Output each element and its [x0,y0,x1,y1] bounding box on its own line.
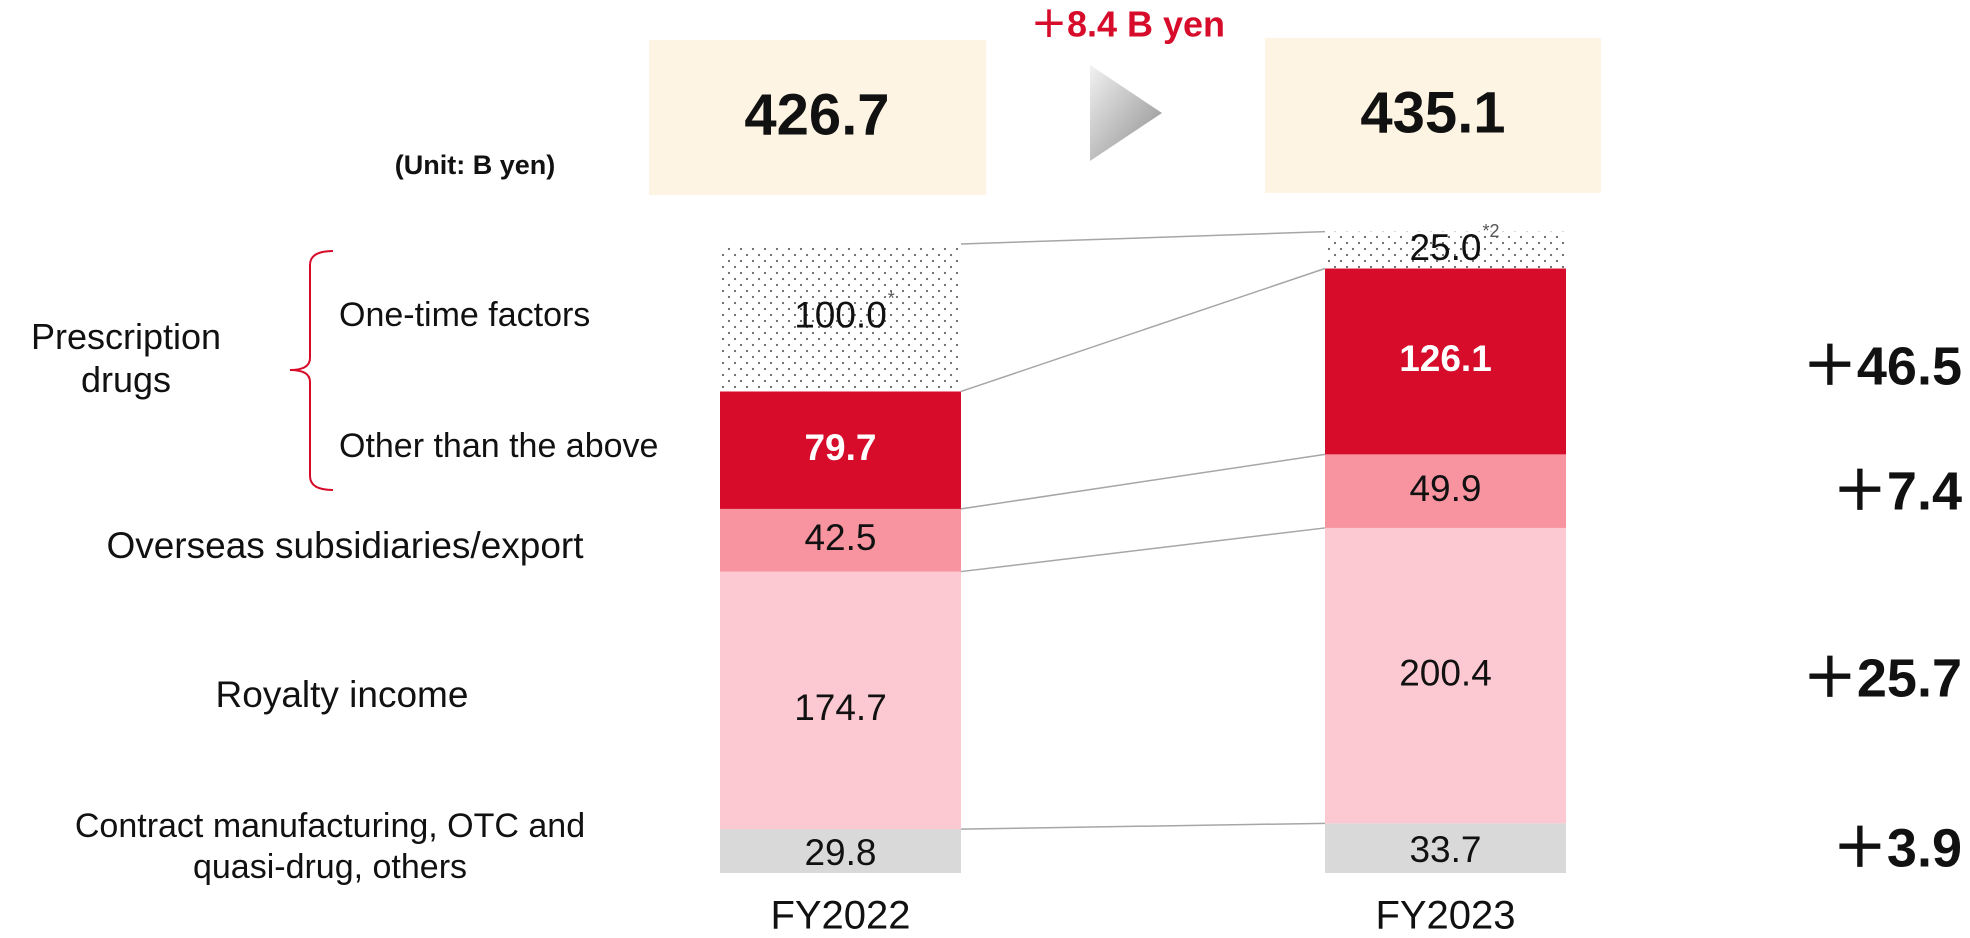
value-label: 42.5 [804,517,876,558]
value-label: 33.7 [1409,829,1481,870]
connector [960,453,1326,510]
value-label: 49.9 [1409,468,1481,509]
bar-segment [1325,268,1566,455]
bar-segment [720,391,961,509]
bar-segment [1325,231,1566,269]
brace [289,250,334,491]
difference-label: ＋7.4 [1833,461,1962,521]
bar-segment [1325,527,1566,824]
value-label: 126.1 [1399,338,1492,379]
bar-segment [1325,454,1566,528]
value-label: 79.7 [804,427,876,468]
bar-segment [720,508,961,572]
value-label: 174.7 [794,687,887,728]
series-label-box: Contract manufacturing, OTC and quasi-dr… [74,807,586,886]
total-box [1265,38,1601,193]
connector [960,267,1326,393]
value-label: 100.0 [794,295,887,336]
difference-label: ＋3.9 [1833,818,1962,878]
bar-segment [720,571,961,830]
connector [960,230,1326,245]
unit-label: (Unit: B yen) [395,150,555,180]
difference-label: ＋46.5 [1803,336,1962,396]
x-tick-label: FY2023 [1375,894,1515,938]
bar-segment [1325,823,1566,873]
arrow [1090,65,1162,161]
group-label-box: Prescription drugs [30,316,222,401]
value-label: 25.0 [1409,227,1481,268]
difference-label: ＋25.7 [1803,648,1962,708]
footnote-marker: * [888,288,895,308]
bar-segment [720,244,961,392]
connector [960,822,1326,830]
series-label: Overseas subsidiaries/export [106,525,584,566]
series-label: Contract manufacturing, OTC and quasi-dr… [74,807,586,886]
x-tick-label: FY2022 [770,894,910,938]
total-value: 426.7 [744,82,889,147]
value-label: 200.4 [1399,652,1492,693]
connector [960,527,1326,573]
series-label: Other than the above [339,427,658,465]
series-label: One-time factors [339,296,590,334]
value-label: 29.8 [804,832,876,873]
group-label: Prescription drugs [30,316,222,401]
series-label: Royalty income [216,674,469,715]
bar-segment [720,829,961,873]
total-value: 435.1 [1360,80,1505,145]
total-box [649,40,986,195]
change-label: ＋8.4 B yen [1031,4,1225,45]
footnote-marker: *2 [1483,221,1500,241]
